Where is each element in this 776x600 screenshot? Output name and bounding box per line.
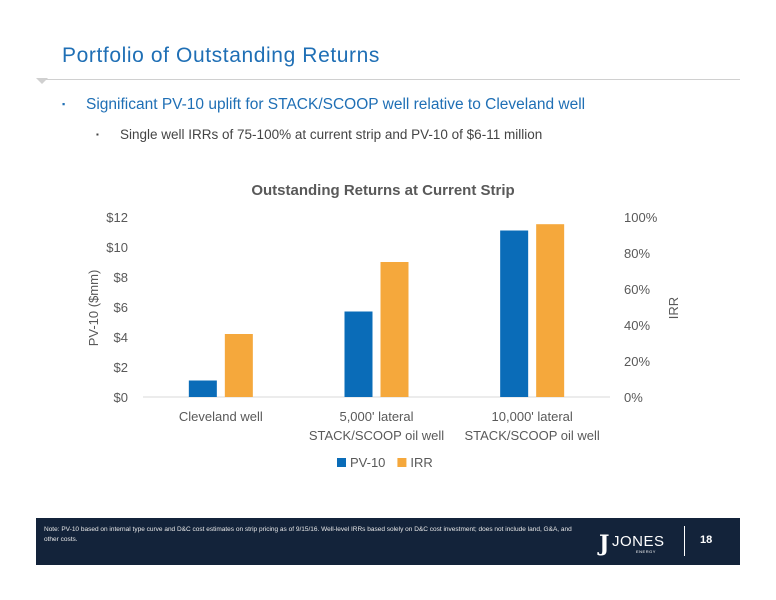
logo-hook-mark: J [599, 531, 610, 557]
bar-pv-10 [344, 311, 373, 397]
bar-irr [380, 262, 409, 397]
bar-series [188, 224, 565, 397]
category-label: 5,000' lateral [339, 409, 413, 424]
bullet-primary: ▪ Significant PV-10 uplift for STACK/SCOO… [62, 96, 585, 114]
right-tick-label: 20% [624, 354, 650, 369]
logo-subtext: ENERGY [636, 549, 656, 554]
right-tick-label: 80% [624, 246, 650, 261]
category-label: STACK/SCOOP oil well [464, 428, 599, 443]
right-tick-label: 0% [624, 390, 643, 405]
left-tick-label: $4 [114, 330, 128, 345]
footer-bar: Note: PV-10 based on internal type curve… [36, 518, 740, 565]
bar-irr [536, 224, 565, 397]
bullet-secondary-text: Single well IRRs of 75-100% at current s… [120, 127, 543, 142]
left-axis-ticks: $0 $2 $4 $6 $8 $10 $12 [106, 210, 128, 405]
left-tick-label: $8 [114, 270, 128, 285]
title-notch [36, 78, 48, 84]
category-label: STACK/SCOOP oil well [309, 428, 444, 443]
left-tick-label: $6 [114, 300, 128, 315]
legend-label: PV-10 [350, 455, 385, 470]
left-tick-label: $10 [106, 240, 128, 255]
category-label: Cleveland well [179, 409, 263, 424]
chart-legend: PV-10 IRR [337, 455, 433, 470]
bar-irr [224, 334, 253, 397]
page-number: 18 [700, 534, 713, 546]
right-tick-label: 60% [624, 282, 650, 297]
bullet-marker: ▪ [62, 99, 66, 109]
left-tick-label: $12 [106, 210, 128, 225]
bullet-marker: ▪ [96, 130, 99, 139]
bar-pv-10 [500, 230, 529, 397]
chart-title: Outstanding Returns at Current Strip [251, 182, 514, 199]
right-axis-label: IRR [666, 297, 681, 319]
title-rule [40, 79, 740, 80]
legend-swatch [337, 458, 346, 467]
right-tick-label: 40% [624, 318, 650, 333]
footer-divider [684, 526, 685, 556]
slide-title: Portfolio of Outstanding Returns [62, 44, 381, 67]
category-labels: Cleveland well 5,000' lateral STACK/SCOOP … [179, 409, 600, 443]
left-axis-label: PV-10 ($mm) [86, 270, 101, 347]
company-logo: J JONES ENERGY [599, 529, 673, 557]
right-axis-ticks: 0% 20% 40% 60% 80% 100% [624, 210, 658, 405]
left-tick-label: $2 [114, 360, 128, 375]
left-tick-label: $0 [114, 390, 128, 405]
legend-label: IRR [410, 455, 432, 470]
footer-note: Note: PV-10 based on internal type curve… [44, 526, 572, 543]
bullet-secondary: ▪ Single well IRRs of 75-100% at current … [96, 127, 542, 142]
legend-swatch [397, 458, 407, 467]
returns-chart: Outstanding Returns at Current Strip PV-… [86, 182, 681, 470]
bullet-primary-text: Significant PV-10 uplift for STACK/SCOOP… [86, 96, 586, 113]
category-label: 10,000' lateral [492, 409, 573, 424]
bar-pv-10 [188, 380, 217, 397]
logo-wordmark: JONES [612, 533, 665, 550]
right-tick-label: 100% [624, 210, 658, 225]
